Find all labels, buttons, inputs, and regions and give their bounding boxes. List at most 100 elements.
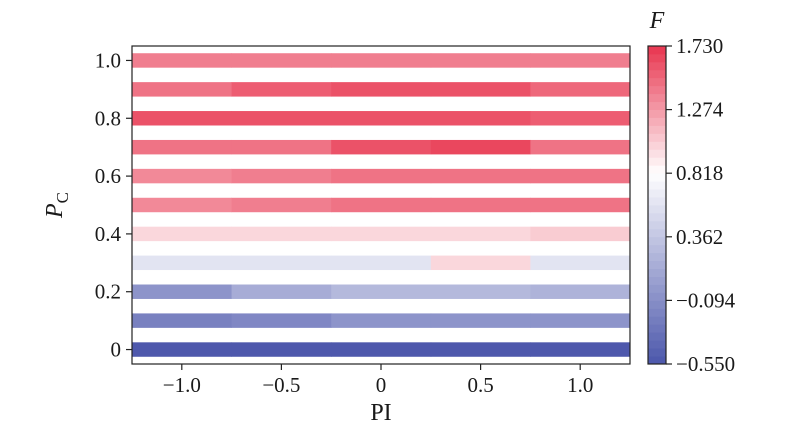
y-axis: 0 0.2 0.4 0.6 0.8 1.0 bbox=[95, 48, 132, 362]
heatmap-cell bbox=[231, 197, 332, 213]
heatmap-cell bbox=[331, 168, 432, 184]
y-tick-label: 0.6 bbox=[95, 164, 121, 188]
colorbar: 1.730 1.274 0.818 0.362 −0.094 −0.550 bbox=[647, 34, 736, 376]
heatmap-cell bbox=[530, 111, 631, 126]
heatmap-cell bbox=[331, 111, 432, 126]
colorbar-step bbox=[648, 292, 666, 301]
y-tick-label: 0.8 bbox=[95, 106, 121, 130]
heatmap-cell bbox=[231, 168, 332, 184]
heatmap-cell bbox=[132, 226, 232, 242]
colorbar-frame bbox=[647, 45, 667, 365]
heatmap-cell bbox=[331, 197, 432, 213]
colorbar-step bbox=[648, 300, 666, 309]
heatmap-cell bbox=[231, 342, 332, 357]
colorbar-step bbox=[648, 332, 666, 341]
colorbar-step bbox=[648, 46, 666, 55]
heatmap-cell bbox=[530, 255, 631, 271]
heatmap-cell bbox=[530, 226, 631, 242]
x-tick-label: −0.5 bbox=[262, 373, 300, 397]
heatmap-cell bbox=[331, 255, 432, 271]
heatmap-cell bbox=[231, 255, 332, 271]
heatmap-cell bbox=[430, 284, 531, 299]
heatmap-cell bbox=[430, 111, 531, 126]
y-tick-label: 0.2 bbox=[95, 280, 121, 304]
colorbar-step bbox=[648, 53, 666, 63]
heatmap-cell bbox=[231, 313, 332, 328]
colorbar-step bbox=[648, 61, 666, 71]
heatmap-cell bbox=[430, 226, 531, 242]
y-tick-label: 0 bbox=[111, 338, 122, 362]
heatmap-cell bbox=[430, 53, 531, 68]
colorbar-step bbox=[648, 69, 666, 79]
colorbar-step bbox=[648, 149, 666, 158]
colorbar-step bbox=[648, 109, 666, 118]
heatmap-cell bbox=[132, 111, 232, 126]
colorbar-step bbox=[648, 212, 666, 222]
heatmap-cell bbox=[132, 82, 232, 97]
heatmap-cell bbox=[231, 82, 332, 97]
heatmap-cell bbox=[430, 82, 531, 97]
heatmap-cell bbox=[331, 226, 432, 242]
colorbar-step bbox=[648, 260, 666, 269]
heatmap-cell bbox=[331, 284, 432, 299]
colorbar-step bbox=[648, 324, 666, 333]
heatmap-cell bbox=[530, 53, 631, 68]
colorbar-step bbox=[648, 356, 666, 365]
colorbar-step bbox=[648, 268, 666, 277]
heatmap-cell bbox=[430, 197, 531, 213]
heatmap-cell bbox=[132, 255, 232, 271]
heatmap-cell bbox=[132, 168, 232, 184]
colorbar-step bbox=[648, 173, 666, 182]
heatmap-cell bbox=[430, 342, 531, 357]
colorbar-step bbox=[648, 252, 666, 262]
heatmap-cell bbox=[132, 342, 232, 357]
heatmap-cell bbox=[530, 168, 631, 184]
x-tick-label: 0.5 bbox=[467, 373, 493, 397]
colorbar-tick-label: 0.362 bbox=[676, 225, 723, 249]
heatmap-cell bbox=[530, 139, 631, 155]
heatmap-cell bbox=[132, 284, 232, 299]
heatmap-cell bbox=[530, 82, 631, 97]
colorbar-step bbox=[648, 181, 666, 190]
heatmap-cell bbox=[430, 139, 531, 155]
x-tick-label: 0 bbox=[376, 373, 387, 397]
heatmap-cell bbox=[231, 111, 332, 126]
colorbar-step bbox=[648, 101, 666, 110]
colorbar-step bbox=[648, 125, 666, 134]
heatmap-cell bbox=[430, 255, 531, 271]
colorbar-step bbox=[648, 316, 666, 325]
x-tick-label: −1.0 bbox=[163, 373, 201, 397]
heatmap-cell bbox=[430, 313, 531, 328]
heatmap-cell bbox=[331, 82, 432, 97]
colorbar-step bbox=[648, 157, 666, 166]
heatmap-cell bbox=[231, 226, 332, 242]
heatmap-cell bbox=[231, 284, 332, 299]
heatmap-cell bbox=[231, 139, 332, 155]
heatmap-cell bbox=[331, 53, 432, 68]
colorbar-tick-label: 0.818 bbox=[676, 161, 723, 185]
colorbar-step bbox=[648, 340, 666, 349]
y-axis-title-main: P bbox=[42, 203, 68, 219]
heatmap-cell bbox=[132, 313, 232, 328]
colorbar-step bbox=[648, 133, 666, 142]
heatmap-cell bbox=[331, 313, 432, 328]
colorbar-step bbox=[648, 197, 666, 206]
heatmap-cell bbox=[132, 53, 232, 68]
colorbar-step bbox=[648, 141, 666, 150]
colorbar-step bbox=[648, 165, 666, 174]
colorbar-tick-label: −0.550 bbox=[676, 352, 735, 376]
colorbar-step bbox=[648, 228, 666, 238]
colorbar-title: F bbox=[649, 8, 665, 34]
heatmap-cell bbox=[132, 139, 232, 155]
heatmap-cell bbox=[530, 342, 631, 357]
colorbar-step bbox=[648, 189, 666, 198]
colorbar-step bbox=[648, 348, 666, 357]
colorbar-step bbox=[648, 117, 666, 126]
colorbar-step bbox=[648, 93, 666, 103]
colorbar-step bbox=[648, 85, 666, 95]
colorbar-step bbox=[648, 220, 666, 230]
heatmap-cell bbox=[530, 197, 631, 213]
colorbar-tick-label: −0.094 bbox=[676, 288, 736, 312]
x-axis-title: PI bbox=[370, 400, 391, 426]
